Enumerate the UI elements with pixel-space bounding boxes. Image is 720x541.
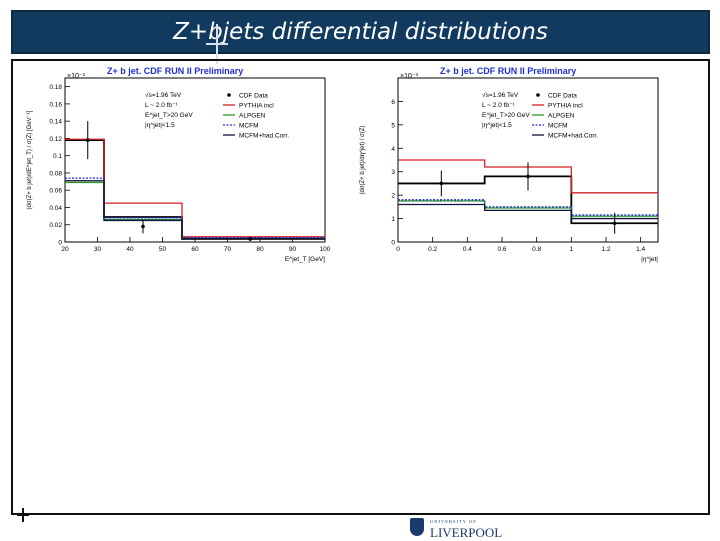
chart-eta-distribution: Z+ b jet. CDF RUN II Preliminary ×10⁻³ 0 1 2…: [350, 62, 670, 267]
info-text-line: |η^jet|<1.5: [145, 122, 175, 129]
x-tick-label: 60: [191, 246, 199, 253]
y-tick-label: 0.06: [49, 188, 62, 195]
chart-et-distribution: Z+ b jet. CDF RUN II Preliminary ×10⁻³ 0 0.…: [17, 62, 337, 267]
y-tick-label: 0.12: [49, 136, 62, 143]
text-cursor-crossbar: [206, 43, 228, 45]
legend-label: MCFM+had.Corr.: [239, 133, 289, 140]
y-tick-label: 0.08: [49, 170, 62, 177]
x-axis-label: |η^jet|: [641, 256, 658, 263]
content-frame: [11, 59, 710, 515]
data-point: [526, 174, 530, 179]
x-tick-label: 40: [126, 246, 134, 253]
data-point: [248, 237, 253, 241]
series-line-alpgen: [398, 200, 658, 217]
y-tick-label: 0.16: [49, 101, 62, 108]
shield-icon: [410, 518, 424, 536]
y-tick-label: 0.02: [49, 222, 62, 229]
axis-exponent-label: ×10⁻³: [400, 73, 419, 80]
info-text-line: E^jet_T>20 GeV: [482, 112, 530, 119]
info-text-line: √s=1.96 TeV: [145, 91, 182, 99]
legend-label: PYTHIA incl: [548, 103, 583, 110]
legend-label: MCFM+had.Corr.: [548, 133, 598, 140]
legend-label: CDF Data: [548, 93, 577, 100]
info-text-line: √s=1.96 TeV: [482, 91, 519, 99]
y-tick-label: 6: [391, 99, 395, 106]
data-point: [612, 221, 617, 226]
data-point: [141, 224, 145, 229]
chart-title: Z+ b jet. CDF RUN II Preliminary: [440, 66, 576, 76]
y-tick-label: 0: [58, 240, 62, 247]
y-axis-label: (dσ(Z+ b jet)/dη^jet) / σ(Z): [360, 125, 366, 194]
x-tick-label: 100: [320, 246, 331, 253]
x-axis-label: E^jet_T [GeV]: [285, 256, 325, 263]
x-tick-label: 50: [159, 246, 167, 253]
chart-et-svg: Z+ b jet. CDF RUN II Preliminary ×10⁻³ 0 0.…: [27, 66, 331, 263]
series-line-mcfm-had-corr-: [398, 203, 658, 220]
y-tick-label: 4: [391, 146, 395, 153]
logo-line-2: LIVERPOOL: [430, 525, 503, 540]
y-tick-label: 1: [391, 216, 395, 223]
x-tick-label: 0: [396, 246, 400, 253]
legend-label: MCFM: [548, 123, 568, 130]
data-point: [85, 138, 90, 142]
x-tick-label: 1: [570, 246, 574, 253]
x-tick-label: 70: [224, 246, 232, 253]
y-tick-label: 2: [391, 193, 395, 200]
plot-frame: [64, 77, 326, 243]
legend-marker: [227, 93, 231, 97]
info-text-line: L ~ 2.0 fb⁻¹: [482, 102, 515, 109]
university-logo: UNIVERSITY OF LIVERPOOL: [410, 518, 502, 540]
info-text-line: E^jet_T>20 GeV: [145, 112, 193, 119]
x-tick-label: 0.6: [497, 246, 506, 253]
chart-title: Z+ b jet. CDF RUN II Preliminary: [107, 66, 243, 76]
legend-label: MCFM: [239, 123, 259, 130]
x-tick-label: 30: [94, 246, 102, 253]
x-tick-label: 0.2: [428, 246, 437, 253]
y-tick-label: 0.18: [49, 84, 62, 91]
legend-label: CDF Data: [239, 93, 268, 100]
y-tick-label: 0.1: [53, 153, 62, 160]
info-text-line: |η^jet|<1.5: [482, 122, 512, 129]
legend-marker: [536, 93, 540, 97]
logo-line-1: UNIVERSITY OF: [430, 519, 477, 524]
data-point: [439, 181, 444, 186]
y-tick-label: 0.04: [49, 205, 62, 212]
series-line-mcfm: [65, 177, 325, 239]
y-tick-label: 0: [391, 240, 395, 247]
info-text-line: L ~ 2.0 fb⁻¹: [145, 102, 178, 109]
y-axis-label: (dσ(Z+ b jet)/dE^jet_T) / σ(Z) [GeV⁻¹]: [27, 110, 33, 209]
legend-label: ALPGEN: [239, 113, 266, 120]
x-tick-label: 1.4: [636, 246, 645, 253]
y-tick-label: 5: [391, 122, 395, 129]
series-line-mcfm: [398, 199, 658, 216]
x-tick-label: 90: [289, 246, 297, 253]
slide-title: Z+bjets differential distributions: [173, 19, 548, 45]
y-tick-label: 0.14: [49, 119, 62, 126]
x-tick-label: 80: [256, 246, 264, 253]
chart-eta-svg: Z+ b jet. CDF RUN II Preliminary ×10⁻³ 0 1 2…: [360, 66, 659, 263]
legend-label: PYTHIA incl: [239, 103, 274, 110]
crosshair-icon-bar: [17, 514, 29, 516]
slide-title-bar: Z+bjets differential distributions: [11, 10, 710, 64]
x-tick-label: 1.2: [601, 246, 610, 253]
series-line-pythia-incl: [65, 138, 325, 238]
axis-exponent-label: ×10⁻³: [67, 73, 86, 80]
legend-label: ALPGEN: [548, 113, 575, 120]
x-tick-label: 20: [61, 246, 69, 253]
x-tick-label: 0.4: [463, 246, 472, 253]
y-tick-label: 3: [391, 169, 395, 176]
x-tick-label: 0.8: [532, 246, 541, 253]
